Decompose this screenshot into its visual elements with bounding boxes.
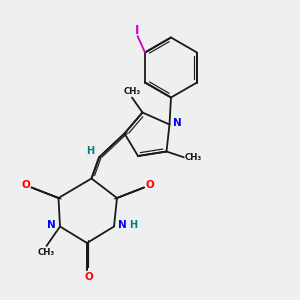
Text: O: O (84, 272, 93, 282)
Text: I: I (135, 24, 140, 37)
Text: O: O (21, 179, 30, 190)
Text: H: H (129, 220, 138, 230)
Text: CH₃: CH₃ (185, 153, 202, 162)
Text: N: N (47, 220, 56, 230)
Text: CH₃: CH₃ (123, 87, 141, 96)
Text: O: O (146, 179, 154, 190)
Text: N: N (173, 118, 182, 128)
Text: CH₃: CH₃ (38, 248, 55, 257)
Text: H: H (86, 146, 95, 156)
Text: N: N (118, 220, 127, 230)
